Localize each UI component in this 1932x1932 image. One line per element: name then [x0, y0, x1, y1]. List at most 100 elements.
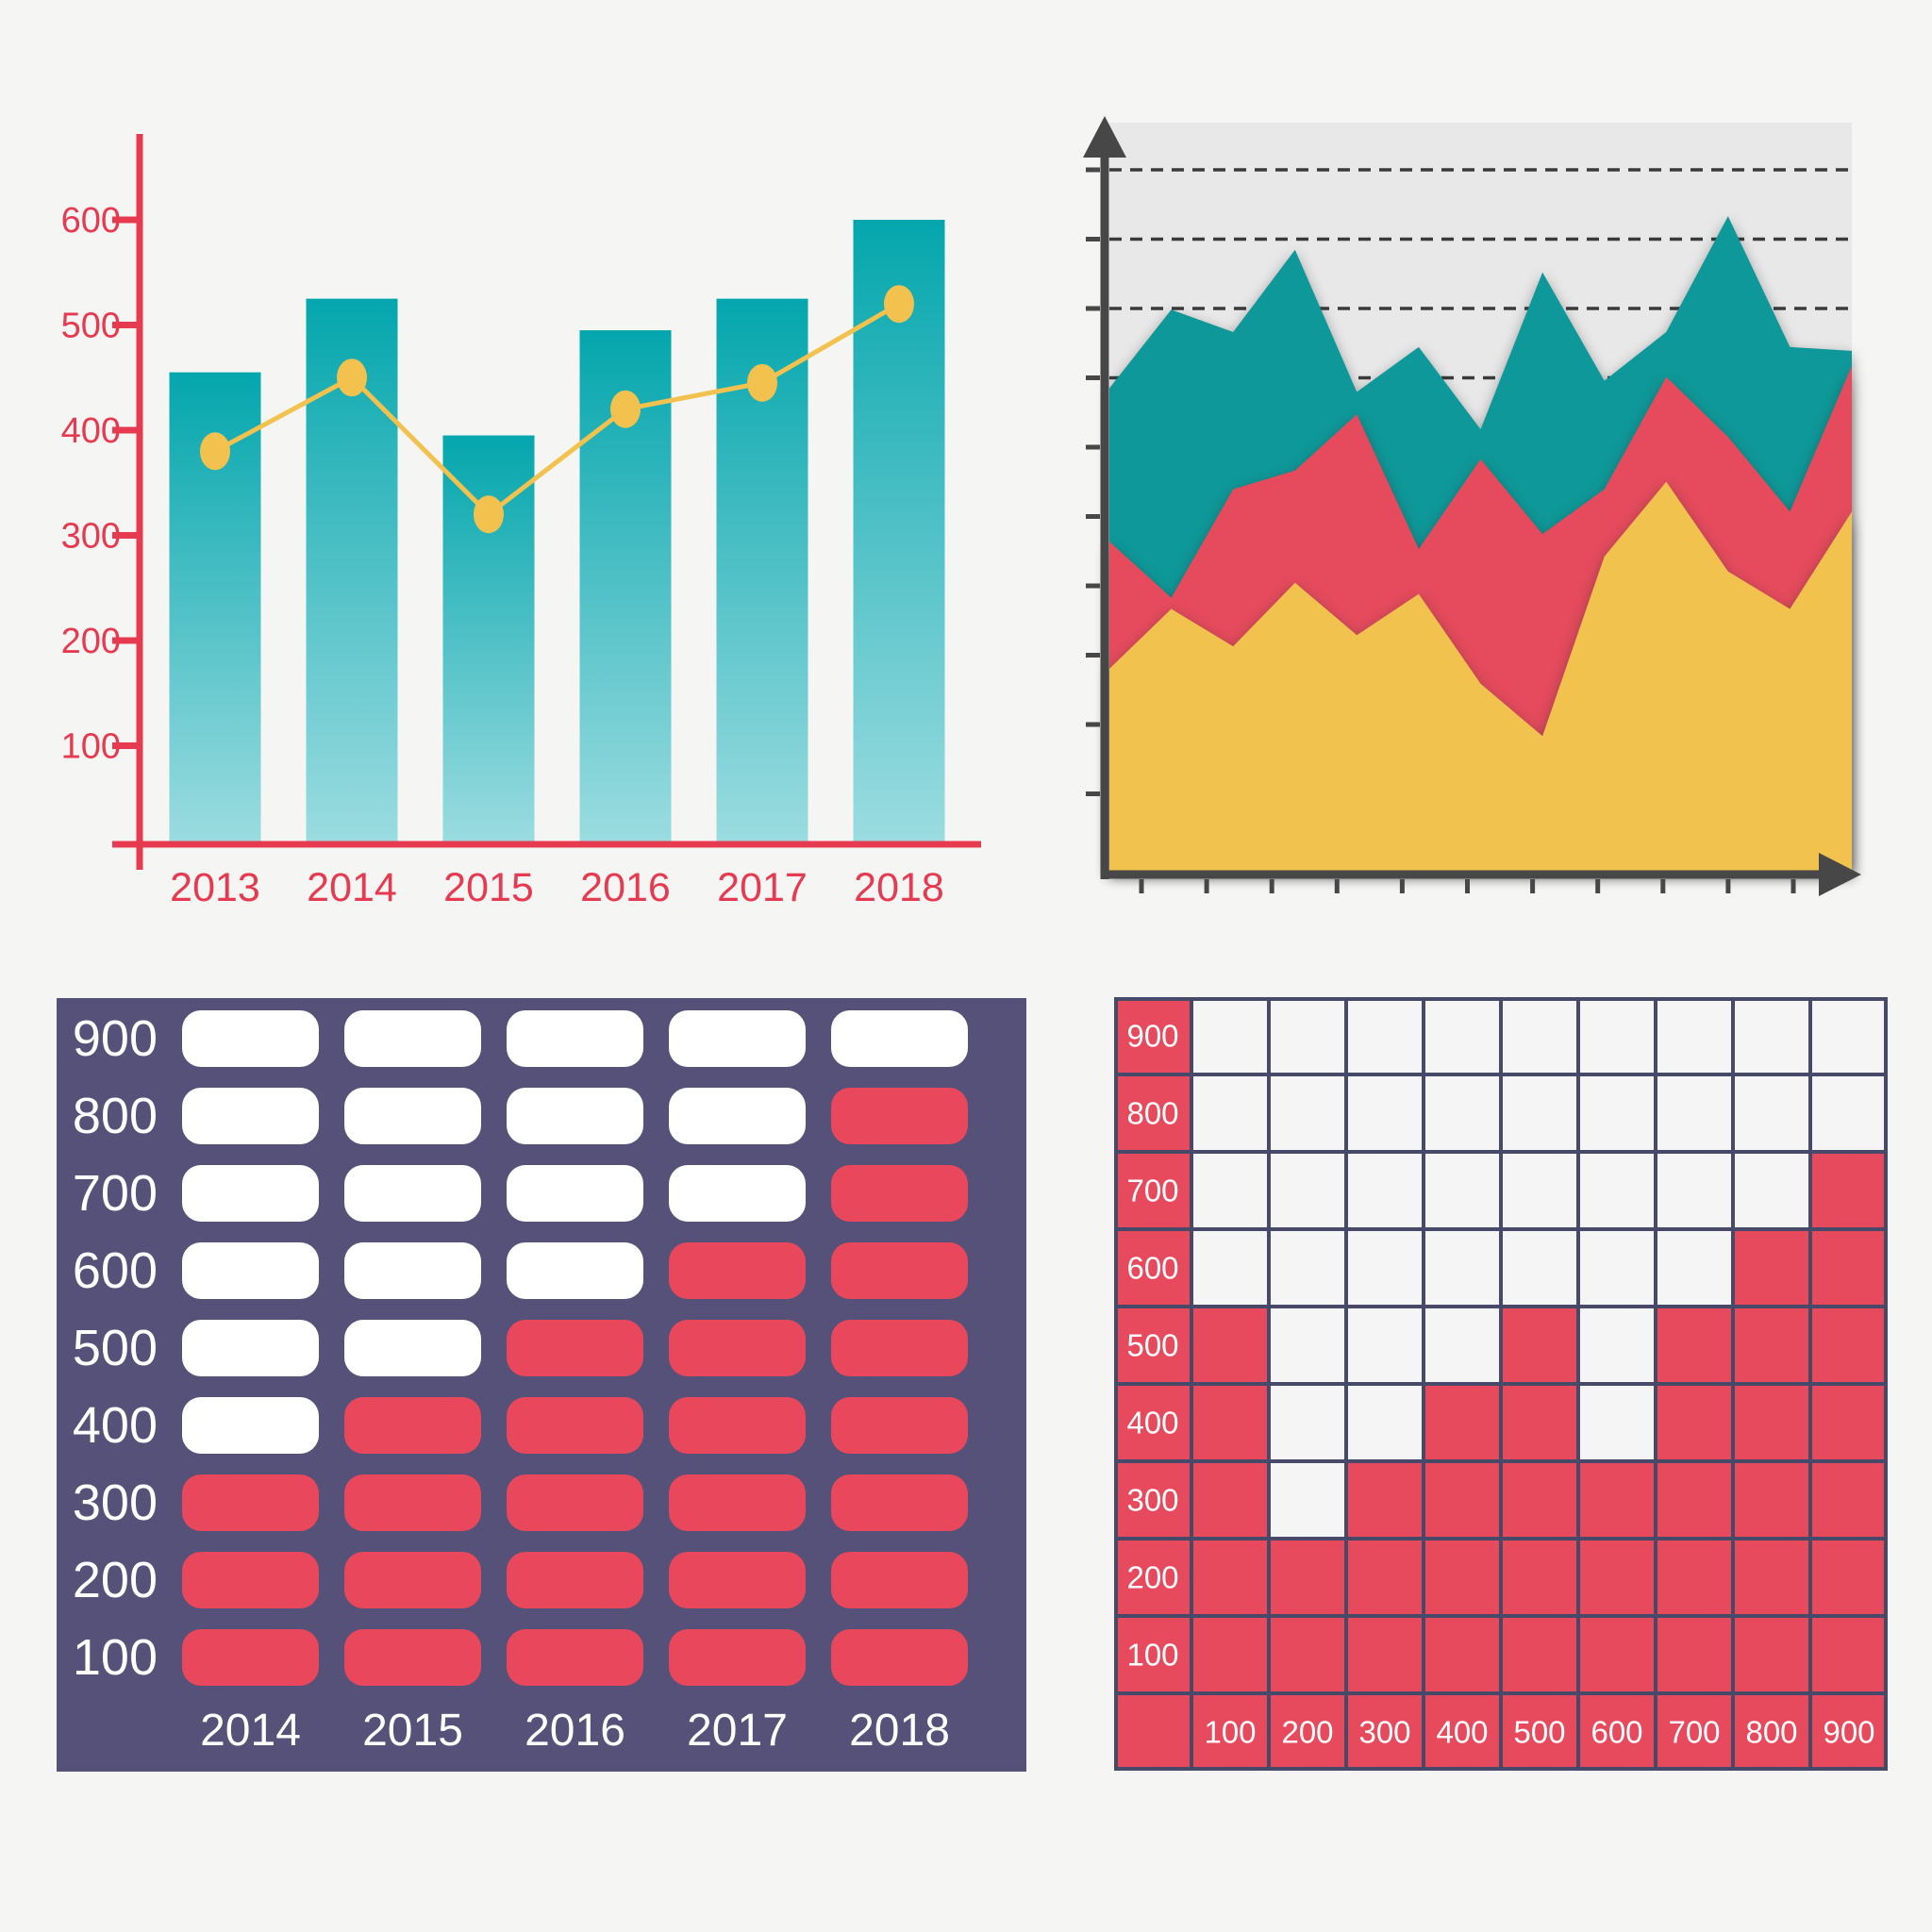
row-label: 700 — [73, 1165, 158, 1222]
cell-900-700 — [1810, 1152, 1888, 1229]
pill-2018-300 — [831, 1474, 968, 1531]
x-tick-label: 2017 — [687, 1706, 788, 1756]
pill-2017-500 — [669, 1320, 806, 1376]
pill-2016-900 — [507, 1010, 643, 1067]
area-yellow-layer — [1109, 481, 1852, 871]
cell-900-600 — [1810, 1229, 1888, 1307]
row-label: 500 — [73, 1320, 158, 1376]
line-dot-2017 — [747, 363, 777, 402]
pill-2016-600 — [507, 1242, 643, 1299]
cell-800-100 — [1733, 1616, 1810, 1693]
pill-2014-900 — [182, 1010, 319, 1067]
cell-600-200 — [1578, 1539, 1656, 1616]
cell-300-300 — [1346, 1461, 1424, 1539]
cell-200-200 — [1269, 1539, 1346, 1616]
row-label: 600 — [1126, 1251, 1178, 1286]
row-header-900 — [1114, 997, 1191, 1074]
pill-2015-400 — [344, 1397, 481, 1454]
cell-300-100 — [1346, 1616, 1424, 1693]
pill-2017-900 — [669, 1010, 806, 1067]
pill-2016-100 — [507, 1629, 643, 1686]
cell-800-500 — [1733, 1307, 1810, 1384]
pill-2014-700 — [182, 1165, 319, 1222]
col-header-900 — [1810, 1693, 1888, 1771]
pill-2015-200 — [344, 1552, 481, 1608]
stacked-area-svg — [1083, 116, 1861, 896]
col-label: 300 — [1358, 1715, 1410, 1750]
pill-2017-200 — [669, 1552, 806, 1608]
row-label: 800 — [73, 1088, 158, 1144]
pill-2014-800 — [182, 1088, 319, 1144]
y-tick-label: 400 — [61, 411, 121, 451]
col-label: 100 — [1204, 1715, 1256, 1750]
pill-2014-100 — [182, 1629, 319, 1686]
x-tick-label: 2016 — [525, 1706, 625, 1756]
x-tick-label: 2014 — [200, 1706, 301, 1756]
cell-400-200 — [1424, 1539, 1501, 1616]
row-label: 200 — [1126, 1560, 1178, 1595]
cell-200-100 — [1269, 1616, 1346, 1693]
x-tick-label: 2014 — [307, 865, 397, 910]
pill-2018-200 — [831, 1552, 968, 1608]
cell-700-200 — [1656, 1539, 1733, 1616]
cell-500-400 — [1501, 1384, 1578, 1461]
x-tick-label: 2018 — [854, 865, 944, 910]
line-dot-2018 — [884, 285, 914, 324]
row-header-100 — [1114, 1616, 1191, 1693]
col-label: 400 — [1436, 1715, 1488, 1750]
line-dot-2015 — [474, 495, 504, 534]
row-label: 300 — [73, 1474, 158, 1531]
cell-grid-svg: 900 800 700 600 500 400 300 200 100 100 200 300 400 5… — [1114, 997, 1888, 1771]
col-header-600 — [1578, 1693, 1656, 1771]
cell-700-500 — [1656, 1307, 1733, 1384]
cell-100-500 — [1191, 1307, 1269, 1384]
bar-line-combo-chart: 600 500 400 300 200 100 2013 2014 2015 2016 2017 20… — [0, 0, 1019, 953]
col-header-800 — [1733, 1693, 1810, 1771]
pill-2015-900 — [344, 1010, 481, 1067]
pill-2018-900 — [831, 1010, 968, 1067]
x-tick-label: 2015 — [443, 865, 534, 910]
line-dot-2013 — [200, 432, 230, 471]
cell-900-500 — [1810, 1307, 1888, 1384]
col-label: 900 — [1823, 1715, 1874, 1750]
row-header-600 — [1114, 1229, 1191, 1307]
col-label: 200 — [1281, 1715, 1333, 1750]
col-label: 600 — [1591, 1715, 1642, 1750]
x-axis-arrow-icon — [1819, 853, 1861, 896]
pill-2017-600 — [669, 1242, 806, 1299]
row-label: 100 — [73, 1629, 158, 1686]
row-label: 900 — [1126, 1019, 1178, 1054]
cell-500-300 — [1501, 1461, 1578, 1539]
pill-2017-700 — [669, 1165, 806, 1222]
pill-2016-800 — [507, 1088, 643, 1144]
pill-2015-500 — [344, 1320, 481, 1376]
cell-500-100 — [1501, 1616, 1578, 1693]
pill-2014-600 — [182, 1242, 319, 1299]
pill-matrix-chart: 900 800 700 600 500 400 300 200 100 2014 2015 2016 2… — [57, 998, 1026, 1772]
cell-900-100 — [1810, 1616, 1888, 1693]
cell-800-200 — [1733, 1539, 1810, 1616]
cell-400-100 — [1424, 1616, 1501, 1693]
row-label: 200 — [73, 1552, 158, 1608]
cell-900-200 — [1810, 1539, 1888, 1616]
cell-700-400 — [1656, 1384, 1733, 1461]
x-tick-label: 2013 — [170, 865, 260, 910]
col-label: 800 — [1745, 1715, 1797, 1750]
row-header-800 — [1114, 1074, 1191, 1152]
pill-2015-600 — [344, 1242, 481, 1299]
pill-2018-800 — [831, 1088, 968, 1144]
pill-2018-100 — [831, 1629, 968, 1686]
row-label: 300 — [1126, 1483, 1178, 1518]
cell-700-300 — [1656, 1461, 1733, 1539]
pill-2017-400 — [669, 1397, 806, 1454]
col-label: 500 — [1513, 1715, 1565, 1750]
col-header-200 — [1269, 1693, 1346, 1771]
cell-400-300 — [1424, 1461, 1501, 1539]
col-header-700 — [1656, 1693, 1733, 1771]
pill-2018-600 — [831, 1242, 968, 1299]
cell-100-200 — [1191, 1539, 1269, 1616]
pill-matrix-svg: 900 800 700 600 500 400 300 200 100 2014 2015 2016 2… — [73, 1010, 968, 1756]
cell-700-100 — [1656, 1616, 1733, 1693]
row-label: 600 — [73, 1242, 158, 1299]
row-header-500 — [1114, 1307, 1191, 1384]
